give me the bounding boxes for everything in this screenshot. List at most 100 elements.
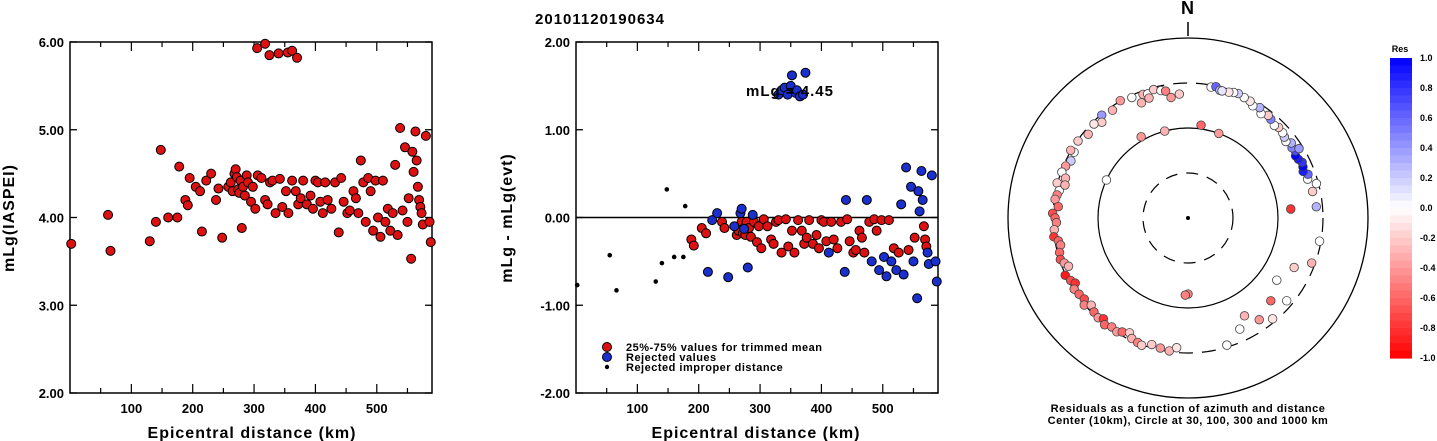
data-point bbox=[211, 194, 222, 205]
data-point bbox=[373, 212, 384, 223]
legend-label-rejected: Rejected values bbox=[626, 352, 717, 364]
data-point bbox=[213, 183, 224, 194]
residual-point bbox=[1115, 95, 1125, 106]
data-point bbox=[360, 216, 371, 227]
ring-1000km bbox=[1007, 37, 1369, 399]
residual-point bbox=[1136, 132, 1146, 142]
data-point bbox=[103, 209, 114, 220]
colorbar-cell bbox=[1390, 238, 1412, 247]
data-point bbox=[307, 203, 318, 214]
trimmed-point bbox=[768, 238, 779, 249]
data-point bbox=[236, 223, 247, 234]
panel-magnitude-vs-distance: 2.00 3.00 4.00 5.00 6.00 100 200 300 400 500 mLg… bbox=[1, 35, 436, 441]
colorbar-cell bbox=[1390, 163, 1412, 172]
data-point bbox=[424, 216, 435, 227]
residual-point bbox=[1136, 98, 1147, 108]
data-point bbox=[292, 52, 303, 63]
trimmed-point bbox=[789, 247, 800, 258]
colorbar-cell bbox=[1390, 155, 1412, 164]
residual-point bbox=[1196, 120, 1206, 130]
x-axis-label: Epicentral distance (km) bbox=[148, 425, 357, 441]
data-point bbox=[305, 190, 316, 201]
residual-point bbox=[1160, 126, 1170, 136]
data-point bbox=[333, 227, 344, 238]
data-point bbox=[355, 155, 366, 166]
colorbar-cell bbox=[1390, 290, 1412, 299]
x-tick-label: 500 bbox=[366, 401, 388, 416]
data-point bbox=[283, 208, 294, 219]
data-point bbox=[290, 186, 301, 197]
data-point bbox=[172, 212, 183, 223]
residual-point bbox=[1053, 201, 1063, 212]
data-point bbox=[250, 203, 261, 214]
x-tick-label: 500 bbox=[872, 401, 894, 416]
data-point bbox=[274, 173, 285, 184]
y-tick-label: 0.00 bbox=[545, 211, 570, 226]
residual-point bbox=[1171, 343, 1182, 353]
colorbar-cell bbox=[1390, 65, 1412, 74]
x-tick-label: 100 bbox=[627, 401, 649, 416]
data-point bbox=[155, 144, 166, 155]
data-point bbox=[277, 201, 288, 212]
data-point bbox=[252, 43, 263, 54]
trimmed-point bbox=[796, 225, 807, 236]
trimmed-point bbox=[793, 215, 804, 226]
colorbar-cell bbox=[1390, 88, 1412, 97]
rejected-point bbox=[800, 67, 811, 78]
residual-point bbox=[1266, 296, 1276, 306]
colorbar-cell bbox=[1390, 170, 1412, 179]
figure-title: 20101120190634 bbox=[535, 11, 665, 28]
trimmed-point bbox=[826, 216, 837, 227]
data-point bbox=[375, 231, 386, 242]
colorbar-cells bbox=[1390, 58, 1412, 359]
data-point bbox=[416, 208, 427, 219]
colorbar-cell bbox=[1390, 275, 1412, 284]
rejected-point bbox=[930, 256, 941, 267]
trimmed-point bbox=[801, 232, 812, 243]
data-point bbox=[402, 216, 413, 227]
y-tick-labels: 2.00 3.00 4.00 5.00 6.00 bbox=[39, 35, 432, 401]
trimmed-point bbox=[856, 232, 867, 243]
data-point bbox=[380, 216, 391, 227]
data-point bbox=[365, 186, 376, 197]
rejected-point bbox=[913, 186, 924, 197]
rejected-point bbox=[866, 256, 877, 267]
data-point bbox=[144, 236, 155, 247]
data-point bbox=[201, 175, 212, 186]
colorbar-cell bbox=[1390, 313, 1412, 322]
trimmed-point bbox=[756, 243, 767, 254]
rejected-point bbox=[906, 181, 917, 192]
data-point bbox=[410, 126, 421, 137]
colorbar-cell bbox=[1390, 80, 1412, 89]
panel-azimuth-residuals: N Residuals as a function of azimuth and… bbox=[1007, 0, 1436, 427]
rejected-point bbox=[798, 89, 809, 100]
colorbar-tick-label: -0.2 bbox=[1420, 233, 1436, 243]
data-point bbox=[273, 48, 284, 59]
rejected-point bbox=[707, 215, 718, 226]
y-tick-label: 2.00 bbox=[545, 35, 570, 50]
center-dot bbox=[1186, 216, 1190, 220]
rejected-point bbox=[702, 266, 713, 277]
data-point bbox=[182, 200, 193, 211]
trimmed-point bbox=[762, 221, 773, 232]
x-tick-label: 400 bbox=[811, 401, 833, 416]
colorbar-cell bbox=[1390, 343, 1412, 352]
residual-point bbox=[1107, 105, 1118, 115]
x-tick-label: 200 bbox=[688, 401, 710, 416]
rejected-point bbox=[901, 162, 912, 173]
colorbar-tick-labels: 1.0 0.8 0.6 0.4 0.2 0.0 -0.2 -0.4 -0.6 -0.8 -1.0 bbox=[1420, 53, 1436, 363]
data-point bbox=[270, 208, 281, 219]
data-point bbox=[411, 155, 422, 166]
colorbar-cell bbox=[1390, 185, 1412, 194]
legend-marker-improper bbox=[604, 364, 610, 370]
data-point bbox=[298, 175, 309, 186]
residual-point bbox=[1214, 128, 1224, 139]
rejected-point bbox=[742, 262, 753, 273]
residual-point bbox=[1052, 178, 1062, 188]
residual-point bbox=[1097, 117, 1107, 127]
data-point bbox=[317, 208, 328, 219]
colorbar-cell bbox=[1390, 125, 1412, 134]
colorbar-cell bbox=[1390, 350, 1412, 359]
colorbar-cell bbox=[1390, 320, 1412, 329]
